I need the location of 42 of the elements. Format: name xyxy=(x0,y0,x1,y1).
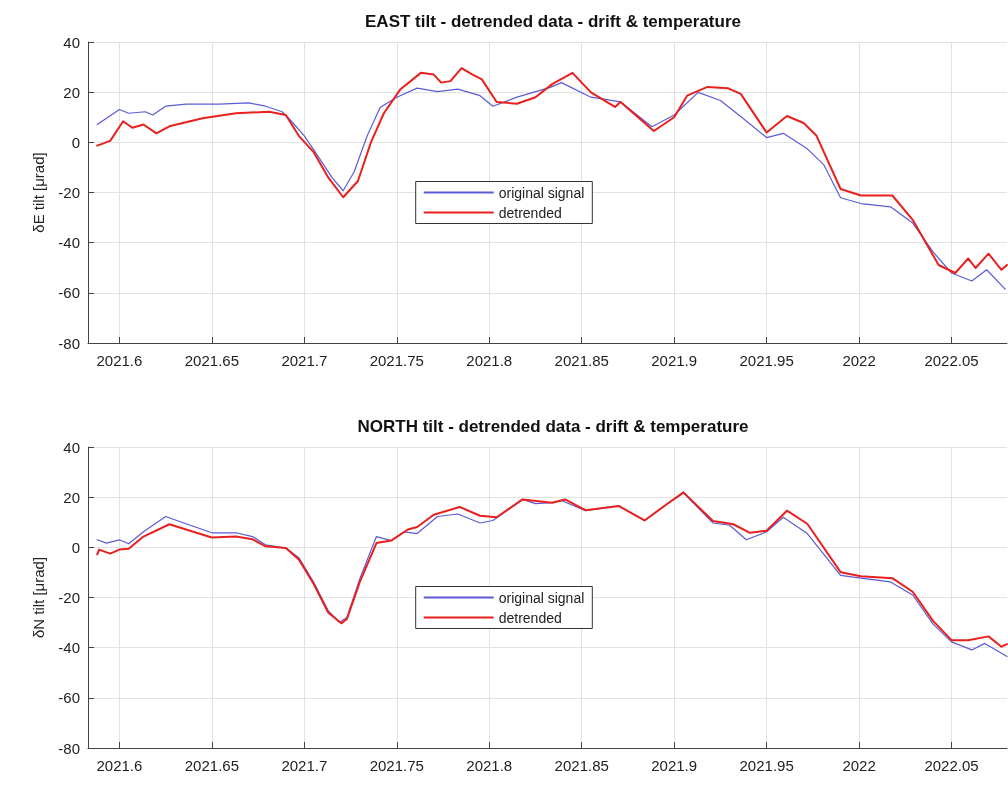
x-tick-label: 2021.9 xyxy=(651,757,698,774)
x-tick-label: 2021.8 xyxy=(466,352,513,369)
y-tick-label: 20 xyxy=(63,488,80,506)
x-tick-label: 2021.95 xyxy=(739,757,794,774)
y-tick-label: -20 xyxy=(58,184,80,201)
legend-label: original signal xyxy=(498,184,585,201)
x-tick-label: 2021.65 xyxy=(184,757,240,774)
y-tick-label: -80 xyxy=(58,334,80,352)
legend-label: detrended xyxy=(498,609,562,626)
legend-label: detrended xyxy=(498,204,562,221)
x-tick-label: 2021.95 xyxy=(739,352,794,369)
y-tick-label: 40 xyxy=(63,438,80,456)
chart-title: NORTH tilt - detrended data - drift & temperature xyxy=(357,417,749,436)
y-axis-title: δN tilt [μrad] xyxy=(30,556,47,639)
x-tick-label: 2021.85 xyxy=(554,757,609,774)
y-tick-label: -80 xyxy=(58,739,80,757)
legend-label: original signal xyxy=(498,589,585,606)
y-tick-label: 40 xyxy=(63,33,80,51)
x-tick-label: 2022 xyxy=(842,757,876,774)
y-tick-label: 0 xyxy=(71,538,80,556)
y-axis-title: δE tilt [μrad] xyxy=(30,152,47,233)
y-tick-label: -40 xyxy=(58,639,80,657)
y-tick-label: 20 xyxy=(63,83,80,101)
y-tick-label: -20 xyxy=(58,589,80,606)
x-tick-label: 2021.75 xyxy=(369,757,424,774)
y-tick-label: -60 xyxy=(58,689,80,707)
x-tick-label: 2021.65 xyxy=(184,352,240,369)
y-tick-label: -60 xyxy=(58,284,80,302)
x-tick-label: 2021.75 xyxy=(369,352,424,369)
chart-title: EAST tilt - detrended data - drift & temperature xyxy=(365,12,741,31)
x-tick-label: 2021.9 xyxy=(651,352,698,369)
y-tick-label: 0 xyxy=(71,133,80,151)
x-tick-label: 2021.6 xyxy=(96,757,143,774)
x-tick-label: 2022 xyxy=(842,352,876,369)
x-tick-label: 2022.05 xyxy=(924,352,979,369)
x-tick-label: 2021.8 xyxy=(466,757,513,774)
y-tick-label: -40 xyxy=(58,234,80,252)
x-tick-label: 2021.7 xyxy=(281,757,328,774)
x-tick-label: 2021.6 xyxy=(96,352,143,369)
x-tick-label: 2021.7 xyxy=(281,352,328,369)
x-tick-label: 2021.85 xyxy=(554,352,609,369)
x-tick-label: 2022.05 xyxy=(924,757,979,774)
